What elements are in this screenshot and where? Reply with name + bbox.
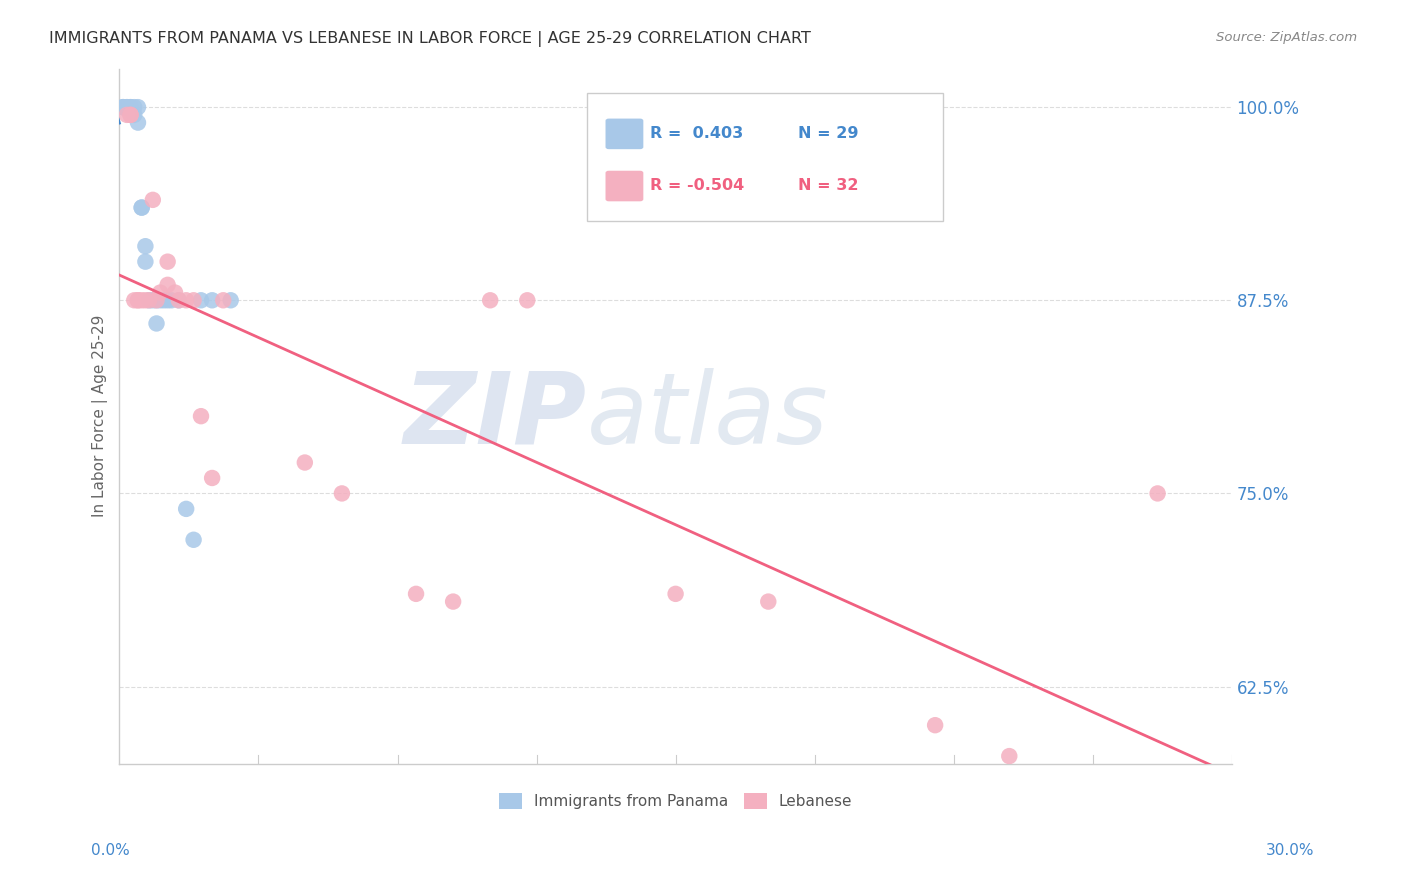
Point bbox=[183, 533, 205, 547]
Point bbox=[441, 594, 464, 608]
Point bbox=[156, 254, 179, 268]
Point bbox=[167, 293, 190, 308]
Point bbox=[516, 293, 538, 308]
FancyBboxPatch shape bbox=[606, 119, 644, 149]
Text: ZIP: ZIP bbox=[404, 368, 586, 465]
Point bbox=[122, 100, 145, 114]
Point bbox=[201, 471, 224, 485]
Point bbox=[134, 239, 156, 253]
Point bbox=[120, 108, 142, 122]
Text: Source: ZipAtlas.com: Source: ZipAtlas.com bbox=[1216, 31, 1357, 45]
Point bbox=[190, 409, 212, 424]
Point bbox=[294, 456, 316, 470]
Y-axis label: In Labor Force | Age 25-29: In Labor Force | Age 25-29 bbox=[93, 315, 108, 517]
Point bbox=[165, 285, 187, 300]
Point bbox=[127, 293, 149, 308]
Point bbox=[122, 108, 145, 122]
Text: IMMIGRANTS FROM PANAMA VS LEBANESE IN LABOR FORCE | AGE 25-29 CORRELATION CHART: IMMIGRANTS FROM PANAMA VS LEBANESE IN LA… bbox=[49, 31, 811, 47]
Point bbox=[219, 293, 242, 308]
Point bbox=[122, 293, 145, 308]
Point bbox=[131, 201, 153, 215]
Point bbox=[120, 100, 142, 114]
Point bbox=[142, 193, 165, 207]
Text: N = 32: N = 32 bbox=[799, 178, 859, 193]
Point bbox=[153, 293, 176, 308]
Point bbox=[115, 108, 138, 122]
Point bbox=[145, 293, 167, 308]
Text: R = -0.504: R = -0.504 bbox=[650, 178, 744, 193]
Point bbox=[665, 587, 688, 601]
Text: atlas: atlas bbox=[586, 368, 828, 465]
Point bbox=[330, 486, 353, 500]
Point bbox=[112, 100, 135, 114]
Point bbox=[156, 293, 179, 308]
Legend: Immigrants from Panama, Lebanese: Immigrants from Panama, Lebanese bbox=[494, 787, 858, 815]
Point bbox=[134, 293, 156, 308]
Point bbox=[149, 293, 172, 308]
Point bbox=[112, 100, 135, 114]
Point bbox=[127, 115, 149, 129]
Point bbox=[201, 293, 224, 308]
Point bbox=[142, 293, 165, 308]
Point bbox=[115, 100, 138, 114]
Point bbox=[405, 587, 427, 601]
Text: 30.0%: 30.0% bbox=[1267, 843, 1315, 858]
Point bbox=[479, 293, 502, 308]
Point bbox=[212, 293, 235, 308]
Text: N = 29: N = 29 bbox=[799, 126, 859, 141]
Point bbox=[183, 293, 205, 308]
Text: R =  0.403: R = 0.403 bbox=[650, 126, 744, 141]
Point bbox=[167, 293, 190, 308]
Point bbox=[131, 201, 153, 215]
Point bbox=[131, 293, 153, 308]
Point bbox=[190, 293, 212, 308]
Point bbox=[120, 108, 142, 122]
Point bbox=[149, 285, 172, 300]
FancyBboxPatch shape bbox=[586, 93, 942, 221]
Point bbox=[1146, 486, 1168, 500]
Point bbox=[127, 293, 149, 308]
Point bbox=[112, 100, 135, 114]
Point bbox=[127, 100, 149, 114]
Point bbox=[998, 749, 1021, 764]
Point bbox=[145, 317, 167, 331]
Text: 0.0%: 0.0% bbox=[91, 843, 131, 858]
Point bbox=[924, 718, 946, 732]
Point bbox=[138, 293, 160, 308]
Point bbox=[138, 293, 160, 308]
Point bbox=[160, 293, 183, 308]
Point bbox=[120, 100, 142, 114]
Point bbox=[134, 254, 156, 268]
FancyBboxPatch shape bbox=[606, 170, 644, 202]
Point bbox=[174, 501, 197, 516]
Point bbox=[756, 594, 779, 608]
Point bbox=[156, 277, 179, 292]
Point bbox=[174, 293, 197, 308]
Point bbox=[145, 293, 167, 308]
Point bbox=[115, 100, 138, 114]
